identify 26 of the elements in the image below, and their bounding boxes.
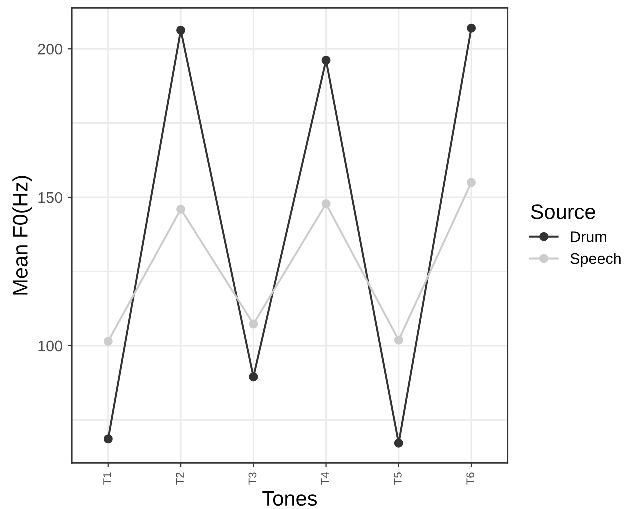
point xyxy=(322,200,331,209)
point xyxy=(104,434,113,444)
point xyxy=(467,24,476,33)
y-tick-label: 100 xyxy=(38,340,62,352)
legend-title: Source xyxy=(531,204,596,220)
point xyxy=(104,336,113,346)
y-axis-title: Mean F0(Hz) xyxy=(12,176,32,295)
x-tick-label: T4 xyxy=(322,472,330,485)
y-tick-label: 200 xyxy=(38,44,62,55)
point xyxy=(176,26,186,35)
y-tick-label: 150 xyxy=(38,192,62,204)
legend-label: Drum xyxy=(571,232,606,242)
x-tick-label: T2 xyxy=(176,472,184,485)
point xyxy=(394,336,404,345)
x-tick-label: T6 xyxy=(466,472,475,485)
x-tick-label: T3 xyxy=(248,472,257,485)
x-axis-title: Tones xyxy=(262,492,318,506)
legend-label: Speech xyxy=(570,253,621,268)
point xyxy=(322,56,331,65)
x-tick-label: T1 xyxy=(104,472,112,485)
x-tick-label: T5 xyxy=(394,472,402,485)
point xyxy=(249,320,258,329)
point xyxy=(176,204,186,214)
point xyxy=(394,438,404,448)
point xyxy=(249,372,258,382)
point xyxy=(467,178,476,188)
